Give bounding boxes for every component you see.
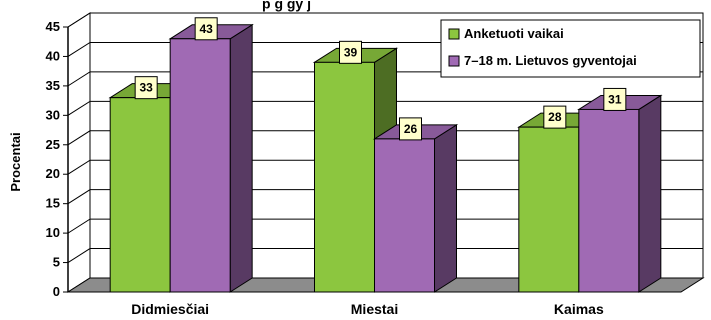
data-label-box bbox=[399, 117, 422, 141]
bar-front bbox=[374, 138, 435, 293]
y-tick-label: 30 bbox=[46, 107, 60, 122]
y-tick-label: 5 bbox=[53, 255, 60, 270]
y-axis: 0 5 10 15 20 25 30 35 40 45 bbox=[46, 19, 69, 299]
y-axis-title: Procentai bbox=[8, 132, 23, 191]
data-label-box bbox=[543, 105, 567, 129]
data-label-box bbox=[603, 87, 627, 111]
bar-front bbox=[578, 108, 640, 293]
data-label: 33 bbox=[134, 76, 158, 100]
bar bbox=[168, 23, 254, 293]
data-label-text: 39 bbox=[344, 45, 358, 59]
gridline bbox=[67, 189, 703, 205]
bar-side bbox=[434, 123, 457, 293]
y-tick-label: 45 bbox=[46, 19, 60, 34]
gridline bbox=[67, 248, 703, 263]
bar-front bbox=[518, 126, 580, 293]
data-label-text: 31 bbox=[608, 92, 622, 106]
data-label: 31 bbox=[603, 87, 627, 111]
data-label-text: 26 bbox=[404, 122, 418, 136]
data-label-box bbox=[194, 17, 218, 41]
data-label-text: 33 bbox=[139, 81, 153, 95]
data-label: 39 bbox=[339, 40, 362, 64]
y-tick-label: 35 bbox=[46, 78, 60, 93]
data-label: 28 bbox=[543, 105, 567, 129]
bar bbox=[372, 123, 459, 293]
bar-front bbox=[109, 97, 171, 293]
category-label: Kaimas bbox=[554, 301, 604, 317]
data-label: 43 bbox=[194, 17, 218, 41]
chart-title-fragment: p g gy j bbox=[262, 0, 311, 12]
data-label-box bbox=[134, 76, 158, 100]
legend-label-lietuvos-gyventojai: 7–18 m. Lietuvos gyventojai bbox=[464, 53, 637, 68]
data-label-text: 43 bbox=[199, 22, 213, 36]
legend-label-anketuoti-vaikai: Anketuoti vaikai bbox=[464, 26, 564, 41]
gridline bbox=[67, 218, 703, 234]
data-label-box bbox=[339, 40, 362, 64]
category-label: Didmiesčiai bbox=[131, 301, 209, 317]
y-tick-label: 10 bbox=[46, 225, 60, 240]
data-labels: 33 43 39 26 28 31 bbox=[134, 17, 627, 141]
gridline bbox=[67, 130, 703, 146]
bar-side bbox=[638, 94, 662, 293]
category-label: Miestai bbox=[351, 301, 398, 317]
y-tick-label: 40 bbox=[46, 48, 60, 63]
legend-swatch-lietuvos-gyventojai bbox=[448, 55, 460, 67]
legend: Anketuoti vaikai 7–18 m. Lietuvos gyvent… bbox=[440, 19, 701, 78]
bars bbox=[108, 23, 663, 293]
bar bbox=[577, 94, 663, 293]
bar-front bbox=[314, 61, 375, 293]
y-tick-label: 25 bbox=[46, 137, 60, 152]
bar-front bbox=[169, 38, 231, 293]
y-tick-label: 15 bbox=[46, 196, 60, 211]
gridline bbox=[67, 159, 703, 175]
data-label: 26 bbox=[399, 117, 422, 141]
y-tick-label: 20 bbox=[46, 166, 60, 181]
data-label-text: 28 bbox=[548, 110, 562, 124]
category-labels: Didmiesčiai Miestai Kaimas bbox=[131, 301, 604, 317]
gridline bbox=[67, 12, 703, 28]
y-tick-label: 0 bbox=[53, 284, 60, 299]
legend-swatch-anketuoti-vaikai bbox=[448, 28, 460, 40]
legend-box bbox=[440, 19, 701, 78]
bar-side bbox=[229, 23, 253, 293]
gridline bbox=[67, 100, 703, 116]
